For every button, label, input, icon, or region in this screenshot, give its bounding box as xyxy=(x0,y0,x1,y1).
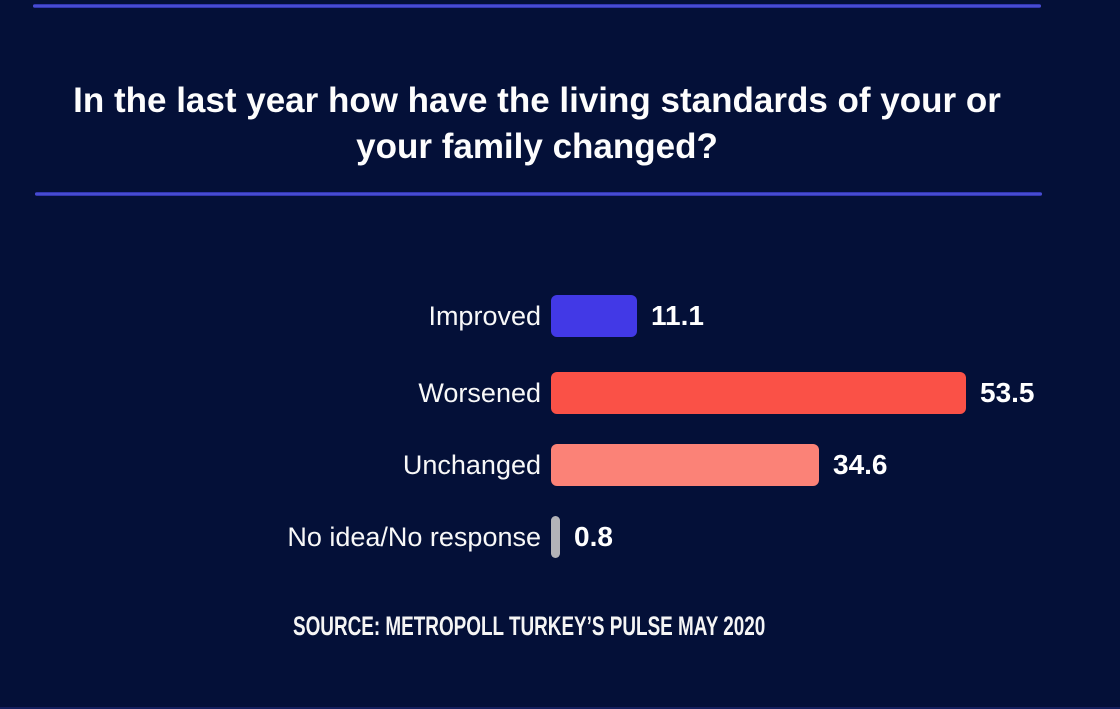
category-label: No idea/No response xyxy=(287,521,541,552)
chart-title: In the last year how have the living sta… xyxy=(33,78,1041,170)
bar-unchanged xyxy=(551,444,819,486)
source-caption: SOURCE: METROPOLL TURKEY’S PULSE MAY 202… xyxy=(293,611,766,641)
bar-row: No idea/No response 0.8 xyxy=(0,501,1120,573)
value-label: 0.8 xyxy=(574,521,613,552)
bar-worsened xyxy=(551,372,966,414)
top-divider-line xyxy=(33,4,1041,8)
value-label: 34.6 xyxy=(833,449,888,480)
value-label: 53.5 xyxy=(980,377,1035,408)
chart-title-line1: In the last year how have the living sta… xyxy=(73,81,1001,121)
category-label: Worsened xyxy=(418,377,541,408)
category-label: Unchanged xyxy=(402,449,541,480)
chart-title-line2: your family changed? xyxy=(356,127,718,167)
bar-no-idea-no-response xyxy=(551,516,560,558)
value-label: 11.1 xyxy=(651,300,704,331)
bar-row: Improved 11.1 xyxy=(0,280,1120,352)
title-divider-line xyxy=(35,192,1042,196)
bar-chart: Improved 11.1 Worsened 53.5 Unchanged 34.6 No … xyxy=(0,280,1120,573)
category-label: Improved xyxy=(428,300,541,331)
bar-improved xyxy=(551,295,637,337)
bar-row: Worsened 53.5 xyxy=(0,357,1120,429)
bottom-edge-strip xyxy=(0,707,1120,709)
bar-row: Unchanged 34.6 xyxy=(0,429,1120,501)
